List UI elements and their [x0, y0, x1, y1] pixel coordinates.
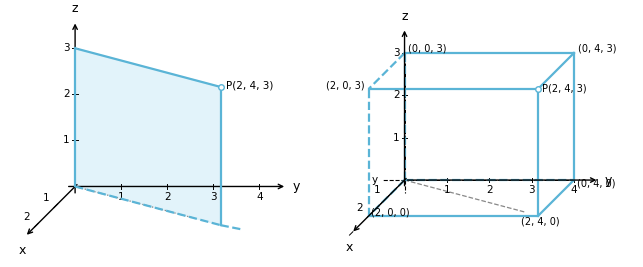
Text: z: z — [401, 10, 408, 23]
Text: 2: 2 — [356, 203, 363, 213]
Text: y: y — [293, 180, 300, 193]
Polygon shape — [75, 48, 221, 225]
Text: 1: 1 — [63, 135, 69, 146]
Text: P(2, 4, 3): P(2, 4, 3) — [541, 84, 586, 94]
Text: 4: 4 — [256, 192, 263, 202]
Text: z: z — [72, 2, 78, 15]
Text: 3: 3 — [529, 185, 535, 195]
Text: 3: 3 — [393, 48, 399, 58]
Text: 1: 1 — [42, 193, 50, 203]
Text: y: y — [604, 174, 611, 187]
Text: P(2, 4, 3): P(2, 4, 3) — [226, 80, 273, 90]
Text: (2, 0, 3): (2, 0, 3) — [326, 80, 365, 90]
Text: 1: 1 — [118, 192, 125, 202]
Text: x: x — [19, 244, 26, 257]
Text: (0, 4, 3): (0, 4, 3) — [578, 44, 617, 54]
Text: 1: 1 — [393, 133, 399, 143]
Text: 3: 3 — [63, 43, 69, 53]
Text: (0, 4, 0): (0, 4, 0) — [577, 178, 616, 189]
Text: 2: 2 — [393, 91, 399, 100]
Text: y: y — [372, 175, 378, 185]
Text: (2, 0, 0): (2, 0, 0) — [371, 207, 410, 217]
Text: 2: 2 — [486, 185, 493, 195]
Text: (2, 4, 0): (2, 4, 0) — [521, 217, 560, 227]
Text: 1: 1 — [374, 185, 381, 195]
Text: 2: 2 — [164, 192, 170, 202]
Text: 2: 2 — [23, 213, 30, 222]
Text: x: x — [345, 241, 353, 254]
Text: 3: 3 — [210, 192, 217, 202]
Text: 4: 4 — [570, 185, 577, 195]
Text: (0, 0, 3): (0, 0, 3) — [408, 44, 446, 54]
Text: 2: 2 — [63, 89, 69, 99]
Text: 1: 1 — [444, 185, 450, 195]
